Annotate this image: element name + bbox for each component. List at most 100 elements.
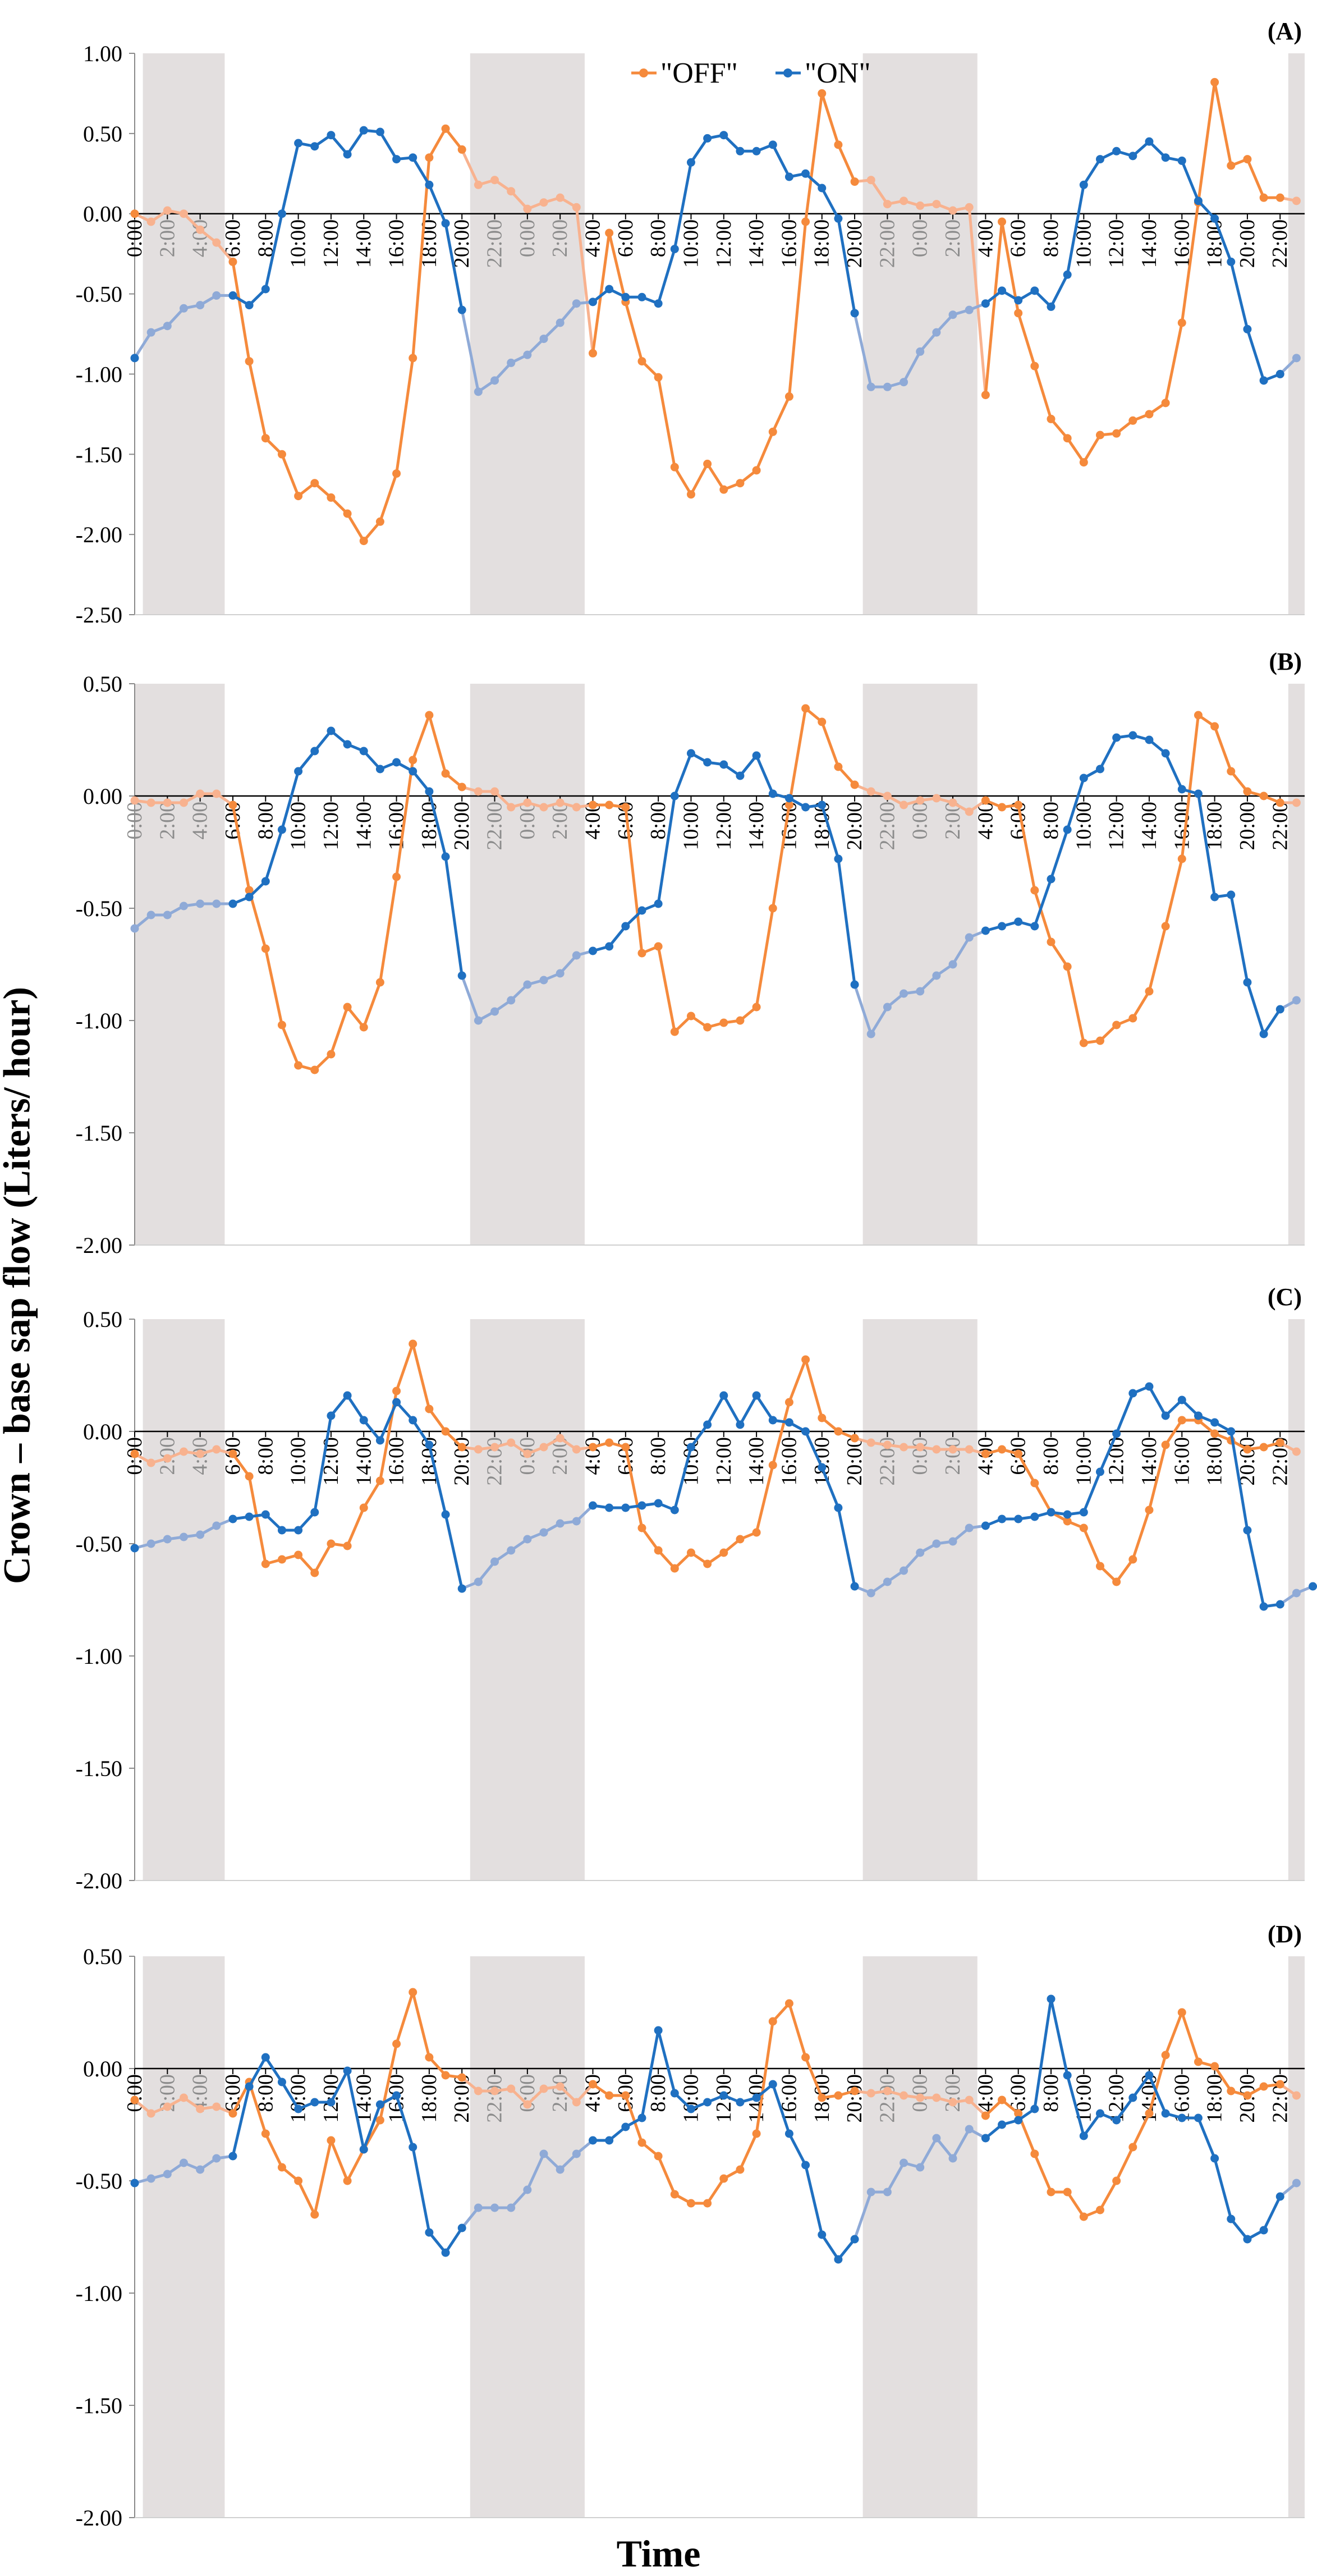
series-off-point	[866, 2089, 875, 2098]
series-off-point	[375, 2116, 384, 2125]
series-off-segment	[869, 179, 889, 206]
series-on-segment	[657, 2029, 676, 2095]
x-tick-label: 12:00	[1105, 219, 1128, 268]
series-off-point	[392, 2039, 401, 2048]
night-shading-band-1	[470, 684, 585, 1245]
series-on-point	[1095, 1467, 1104, 1476]
series-off-point	[1259, 791, 1268, 800]
series-on-segment	[411, 770, 431, 793]
series-off-point	[1030, 362, 1039, 370]
x-tick-label: 20:00	[843, 2074, 866, 2123]
series-on-point	[818, 2230, 827, 2239]
series-off-segment	[346, 512, 365, 543]
series-off-point	[1275, 193, 1284, 202]
series-off-point	[310, 1065, 319, 1074]
series-off-point	[572, 203, 581, 212]
series-off-point	[589, 2080, 598, 2089]
series-on-point	[539, 1528, 548, 1537]
series-off-point	[900, 1443, 908, 1452]
y-tick-label: -0.50	[76, 282, 122, 307]
series-on-point	[277, 825, 286, 834]
series-on-segment	[1262, 1008, 1282, 1036]
series-on-point	[1194, 2113, 1203, 2122]
series-off-segment	[411, 156, 431, 360]
series-on-segment	[657, 248, 676, 305]
series-off-point	[1194, 2057, 1203, 2066]
series-off-point	[261, 944, 270, 953]
series-on-point	[425, 180, 434, 189]
series-on-point	[277, 209, 286, 218]
x-tick-label: 14:00	[745, 1437, 768, 1486]
series-on-point	[1014, 296, 1023, 305]
series-off-point	[1243, 2091, 1252, 2100]
series-off-segment	[624, 2094, 644, 2144]
series-off-point	[965, 807, 974, 816]
series-on-segment	[329, 134, 349, 156]
series-off-point	[228, 257, 237, 266]
series-on-point	[736, 147, 745, 155]
series-off-segment	[1148, 1443, 1167, 1512]
series-off-point	[784, 1999, 793, 2008]
y-tick-label: 0.50	[83, 1944, 122, 1969]
series-on-point	[392, 155, 401, 164]
series-off-point	[1145, 2109, 1154, 2118]
series-off-segment	[706, 2177, 726, 2205]
series-off-point	[523, 2100, 532, 2109]
series-on-point	[719, 131, 728, 140]
series-off-point	[932, 1445, 941, 1454]
series-off-segment	[1164, 321, 1183, 405]
series-off-point	[1210, 2062, 1219, 2071]
series-on-segment	[1115, 2096, 1135, 2122]
series-off-point	[1095, 1562, 1104, 1571]
series-on-point	[392, 758, 401, 767]
series-off-segment	[378, 875, 398, 984]
series-off-segment	[673, 465, 692, 496]
series-off-point	[1128, 416, 1137, 425]
series-off-point	[539, 198, 548, 207]
series-on-segment	[1049, 273, 1069, 308]
series-off-segment	[1033, 2152, 1053, 2194]
x-tick-label: 22:00	[1268, 802, 1292, 850]
series-off-point	[1243, 1445, 1252, 1454]
series-on-point	[294, 2104, 303, 2113]
series-off-point	[932, 794, 941, 803]
series-on-point	[1292, 996, 1301, 1005]
series-off-point	[1063, 962, 1072, 971]
series-off-point	[425, 153, 434, 162]
series-on-segment	[476, 1560, 497, 1584]
series-on-point	[801, 1427, 810, 1436]
series-off-segment	[755, 2020, 774, 2135]
series-off-point	[245, 886, 254, 895]
series-on-point	[539, 335, 548, 344]
series-off-point	[654, 373, 663, 382]
x-tick-label: 10:00	[287, 802, 310, 850]
series-off-point	[1227, 767, 1236, 776]
series-on-segment	[313, 729, 333, 753]
series-off-point	[179, 209, 188, 218]
series-on-segment	[837, 2238, 856, 2261]
series-on-point	[277, 2078, 286, 2087]
series-off-point	[916, 2093, 925, 2102]
series-on-segment	[444, 222, 464, 312]
series-off-point	[818, 2093, 827, 2102]
series-off-point	[1292, 798, 1301, 807]
series-off-segment	[1033, 889, 1053, 944]
x-tick-label: 14:00	[352, 802, 375, 850]
series-on-point	[637, 292, 646, 301]
series-on-segment	[1131, 2074, 1151, 2099]
series-on-point	[359, 2145, 368, 2154]
series-on-point	[130, 924, 139, 933]
series-on-point	[163, 910, 172, 919]
series-on-segment	[428, 790, 447, 858]
series-on-point	[523, 1535, 532, 1544]
series-off-segment	[1213, 725, 1233, 773]
x-tick-label: 0:00	[908, 2074, 932, 2112]
series-off-segment	[1098, 2179, 1118, 2212]
series-off-point	[327, 2136, 336, 2145]
series-on-point	[784, 172, 793, 181]
series-on-point	[589, 946, 598, 955]
x-tick-label: 8:00	[646, 1437, 670, 1475]
series-on-point	[1259, 376, 1268, 385]
series-on-point	[1128, 731, 1137, 740]
x-tick-label: 8:00	[254, 802, 277, 840]
